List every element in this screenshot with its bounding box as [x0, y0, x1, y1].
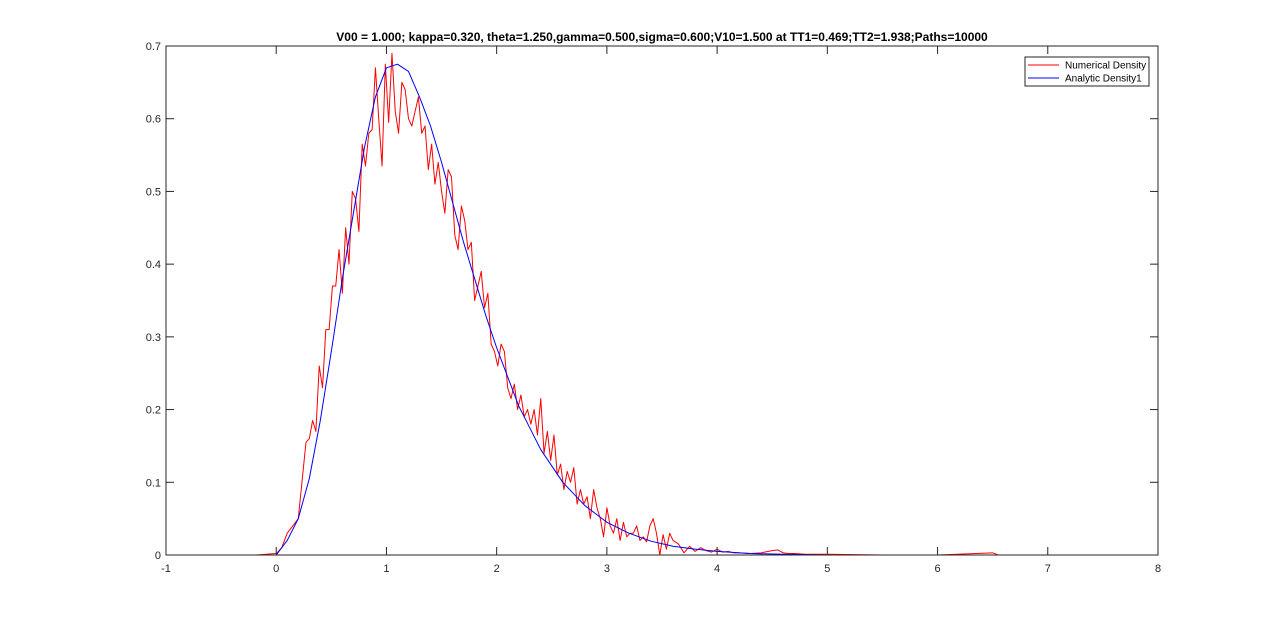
y-tick-label: 0.1: [146, 477, 161, 489]
axes-box: [165, 45, 1159, 556]
y-tick-label: 0: [155, 550, 161, 562]
plot-area: [256, 52, 1087, 556]
y-tick-label: 0.3: [146, 332, 161, 344]
x-tick-label: 6: [934, 563, 940, 575]
legend-label-numerical: Numerical Density: [1065, 61, 1146, 72]
x-tick-label: 5: [824, 563, 830, 575]
legend: Numerical Density Analytic Density1: [1024, 56, 1150, 87]
analytic-density-line: [256, 63, 1087, 556]
chart-title: V00 = 1.000; kappa=0.320, theta=1.250,ga…: [336, 30, 988, 44]
x-tick-label: 2: [494, 563, 500, 575]
x-tick-label: 8: [1155, 563, 1161, 575]
x-tick-label: -1: [161, 563, 171, 575]
numerical-density-line: [256, 52, 1087, 556]
legend-label-analytic: Analytic Density1: [1065, 74, 1142, 85]
x-tick-label: 1: [383, 563, 389, 575]
axes: -1 0 1 2 3 4 5 6 7 800.10.20.30.40.50.60.7: [146, 41, 1161, 575]
x-tick-label: 4: [714, 563, 720, 575]
x-tick-label: 7: [1045, 563, 1051, 575]
x-tick-label: 3: [604, 563, 610, 575]
x-tick-label: 0: [273, 563, 279, 575]
legend-box: [1024, 56, 1150, 87]
y-tick-label: 0.2: [146, 405, 161, 417]
y-tick-label: 0.4: [146, 259, 161, 271]
y-tick-label: 0.5: [146, 186, 161, 198]
y-tick-label: 0.7: [146, 41, 161, 53]
y-tick-label: 0.6: [146, 114, 161, 126]
